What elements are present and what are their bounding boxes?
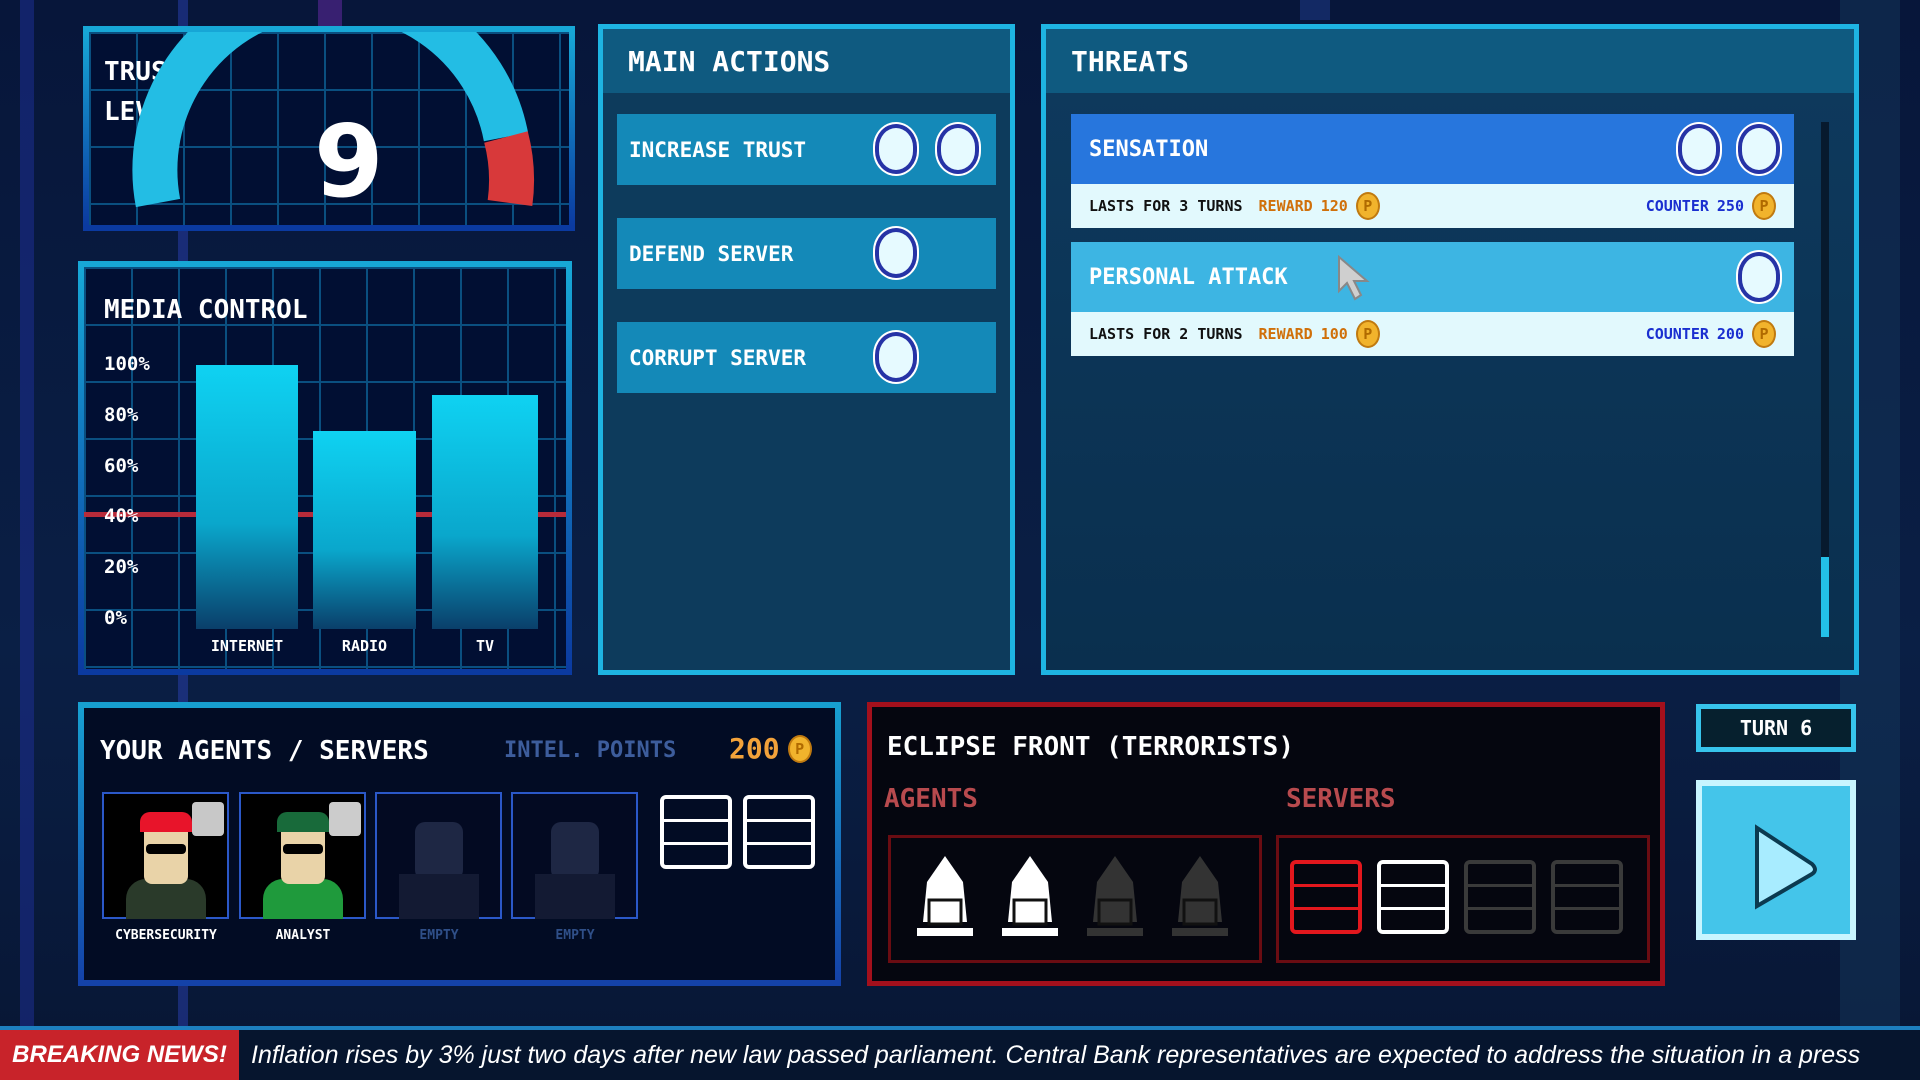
hacker-icon — [1172, 856, 1228, 936]
agents-title: YOUR AGENTS / SERVERS — [100, 736, 429, 766]
hacker-icon — [1087, 856, 1143, 936]
coin-icon: P — [1752, 320, 1776, 348]
bar-tv — [432, 395, 538, 629]
enemy-agents-label: AGENTS — [884, 784, 978, 814]
threats-title: THREATS — [1046, 29, 1854, 93]
own-server-icon — [660, 795, 732, 869]
gauge-danger-arc — [484, 131, 535, 207]
news-ticker: BREAKING NEWS! Inflation rises by 3% jus… — [0, 1026, 1920, 1080]
enemy-servers-box — [1276, 835, 1650, 963]
counter-value: 200 — [1716, 325, 1744, 343]
turn-label: TURN 6 — [1739, 716, 1813, 740]
coin-icon: P — [787, 734, 812, 763]
threat-duration: LASTS FOR 3 TURNS — [1089, 197, 1243, 215]
coin-icon: P — [1355, 320, 1380, 348]
enemy-server-icon-active — [1377, 860, 1449, 934]
main-actions-title: MAIN ACTIONS — [603, 29, 1010, 93]
action-label: INCREASE TRUST — [629, 137, 807, 162]
turn-indicator: TURN 6 — [1696, 704, 1856, 752]
y-tick-label: 0% — [104, 607, 127, 629]
enemy-server-icon-inactive — [1464, 860, 1536, 934]
trust-value: 9 — [314, 103, 384, 220]
y-tick-label: 60% — [104, 454, 139, 477]
intel-points-label: INTEL. POINTS — [504, 738, 677, 763]
agent-slot[interactable] — [511, 792, 638, 919]
action-label: DEFEND SERVER — [629, 241, 794, 266]
x-tick-label: RADIO — [341, 637, 388, 655]
threat-slot[interactable] — [1678, 124, 1720, 174]
y-tick-label: 20% — [104, 556, 139, 579]
action-label: CORRUPT SERVER — [629, 345, 807, 370]
breaking-news-label: BREAKING NEWS! — [0, 1030, 239, 1080]
agent-slot[interactable] — [375, 792, 502, 919]
news-text: Inflation rises by 3% just two days afte… — [251, 1040, 1861, 1069]
action-defend-server[interactable]: DEFEND SERVER — [617, 218, 996, 289]
trust-gauge — [132, 32, 535, 208]
x-tick-label: INTERNET — [210, 637, 284, 655]
enemy-server-icon-corrupted — [1290, 860, 1362, 934]
media-title: MEDIA CONTROL — [104, 295, 308, 325]
reward-value: 100 — [1320, 325, 1348, 343]
agent-label: EMPTY — [419, 928, 459, 943]
bar-internet — [196, 365, 298, 629]
threat-duration: LASTS FOR 2 TURNS — [1089, 325, 1243, 343]
hacker-icon — [917, 856, 973, 936]
counter-label: COUNTER — [1645, 325, 1709, 343]
enemy-agents-box — [888, 835, 1262, 963]
threat-card[interactable]: PERSONAL ATTACK LASTS FOR 2 TURNS REWARD… — [1071, 242, 1794, 356]
y-tick-label: 40% — [104, 505, 139, 528]
enemy-servers-label: SERVERS — [1286, 784, 1396, 814]
reward-value: 120 — [1320, 197, 1348, 215]
bar-radio — [313, 431, 416, 629]
counter-value: 250 — [1716, 197, 1744, 215]
y-tick-label: 80% — [104, 403, 139, 426]
threat-name: SENSATION — [1089, 136, 1209, 162]
reward-label: REWARD — [1258, 197, 1313, 215]
counter-label: COUNTER — [1645, 197, 1709, 215]
threat-slot[interactable] — [1738, 252, 1780, 302]
coin-icon: P — [1752, 192, 1776, 220]
enemy-server-icon-inactive — [1551, 860, 1623, 934]
play-icon — [1755, 824, 1817, 910]
enemy-panel: ECLIPSE FRONT (TERRORISTS) AGENTS SERVER… — [867, 702, 1665, 986]
threats-scrollbar[interactable] — [1821, 122, 1829, 637]
action-slot[interactable] — [875, 332, 917, 382]
action-slot[interactable] — [937, 124, 979, 174]
gauge-safe-arc — [132, 32, 529, 208]
threat-card[interactable]: SENSATION LASTS FOR 3 TURNS REWARD 120 P … — [1071, 114, 1794, 228]
intel-points-value: 200 — [729, 732, 780, 765]
mouse-cursor-icon — [1338, 255, 1370, 301]
x-tick-label: TV — [475, 637, 495, 655]
media-control-panel: MEDIA CONTROL 100% 80% 60% 40% 20% 0% INTERNET… — [78, 261, 572, 675]
agent-label: ANALYST — [275, 928, 331, 943]
scrollbar-thumb[interactable] — [1821, 557, 1829, 637]
action-increase-trust[interactable]: INCREASE TRUST — [617, 114, 996, 185]
action-slot[interactable] — [875, 124, 917, 174]
threat-slot[interactable] — [1738, 124, 1780, 174]
own-server-icon — [743, 795, 815, 869]
enemy-title: ECLIPSE FRONT (TERRORISTS) — [887, 732, 1294, 762]
agent-label: EMPTY — [555, 928, 595, 943]
end-turn-button[interactable] — [1696, 780, 1856, 940]
agent-slot[interactable] — [102, 792, 229, 919]
action-corrupt-server[interactable]: CORRUPT SERVER — [617, 322, 996, 393]
reward-label: REWARD — [1258, 325, 1313, 343]
threat-name: PERSONAL ATTACK — [1089, 264, 1288, 290]
agent-slot[interactable] — [239, 792, 366, 919]
trust-level-panel: TRUST LEVEL 9 — [83, 26, 575, 231]
y-tick-label: 100% — [104, 353, 150, 375]
coin-icon: P — [1355, 192, 1380, 220]
hacker-icon — [1002, 856, 1058, 936]
action-slot[interactable] — [875, 228, 917, 278]
agent-label: CYBERSECURITY — [115, 928, 217, 943]
